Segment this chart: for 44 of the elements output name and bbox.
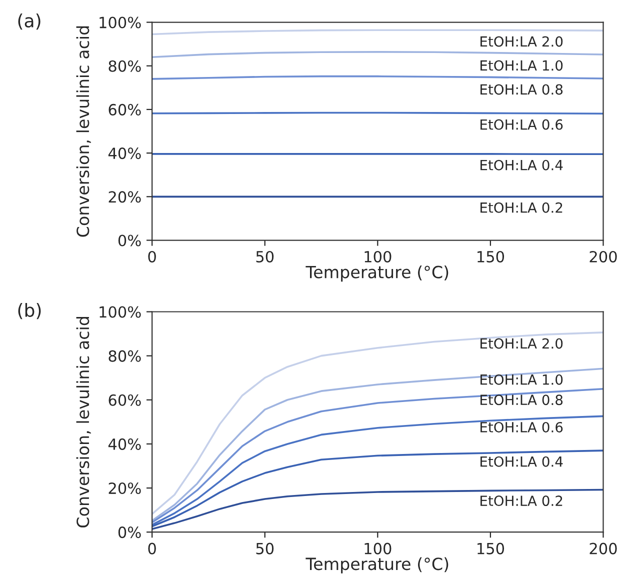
- y-tick-label: 60%: [108, 104, 141, 116]
- y-axis-title: Conversion, levulinic acid: [76, 317, 91, 528]
- x-tick-label: 150: [478, 542, 504, 554]
- series-label: EtOH:LA 0.6: [480, 119, 563, 130]
- series-label: EtOH:LA 0.4: [480, 160, 563, 170]
- series-label: EtOH:LA 1.0: [480, 374, 563, 385]
- series-label: EtOH:LA 0.2: [480, 496, 562, 506]
- y-tick-label: 100%: [100, 306, 141, 318]
- series-label: EtOH:LA 2.0: [480, 36, 563, 47]
- series-label: EtOH:LA 0.6: [480, 422, 563, 432]
- x-tick-label: 200: [590, 250, 617, 263]
- line-series: [152, 488, 604, 530]
- x-tick-label: 50: [256, 542, 274, 554]
- x-tick-label: 100: [364, 250, 392, 263]
- series-label: EtOH:LA 1.0: [480, 60, 563, 71]
- y-tick-label: 100%: [100, 16, 141, 28]
- series-label: EtOH:LA 0.2: [480, 202, 562, 213]
- chart-title: (b): [18, 303, 41, 320]
- y-tick-label: 60%: [108, 394, 141, 406]
- x-tick-label: 0: [148, 250, 156, 263]
- x-axis-title: Temperature (°C): [306, 265, 448, 282]
- line-series: [152, 450, 604, 528]
- series-label: EtOH:LA 2.0: [480, 338, 563, 349]
- series-label: EtOH:LA 0.4: [480, 456, 563, 467]
- x-tick-label: 0: [148, 542, 156, 554]
- series-label: EtOH:LA 0.8: [480, 84, 563, 95]
- y-tick-label: 0%: [118, 234, 141, 246]
- y-tick-label: 20%: [108, 482, 141, 494]
- line-series: [152, 415, 604, 526]
- y-tick-label: 80%: [108, 60, 141, 72]
- y-tick-label: 40%: [108, 438, 141, 450]
- x-tick-label: 100: [364, 542, 392, 554]
- y-tick-label: 0%: [118, 526, 141, 538]
- line-series: [152, 332, 604, 515]
- y-tick-label: 40%: [108, 148, 141, 160]
- y-axis-title: Conversion, levulinic acid: [76, 26, 91, 237]
- y-tick-label: 20%: [108, 191, 141, 203]
- x-tick-label: 150: [478, 250, 504, 263]
- x-tick-label: 50: [256, 250, 274, 263]
- x-tick-label: 200: [590, 542, 617, 554]
- series-label: EtOH:LA 0.8: [480, 394, 563, 406]
- y-tick-label: 80%: [108, 350, 141, 362]
- x-axis-title: Temperature (°C): [306, 557, 448, 574]
- chart-title: (a): [18, 14, 40, 30]
